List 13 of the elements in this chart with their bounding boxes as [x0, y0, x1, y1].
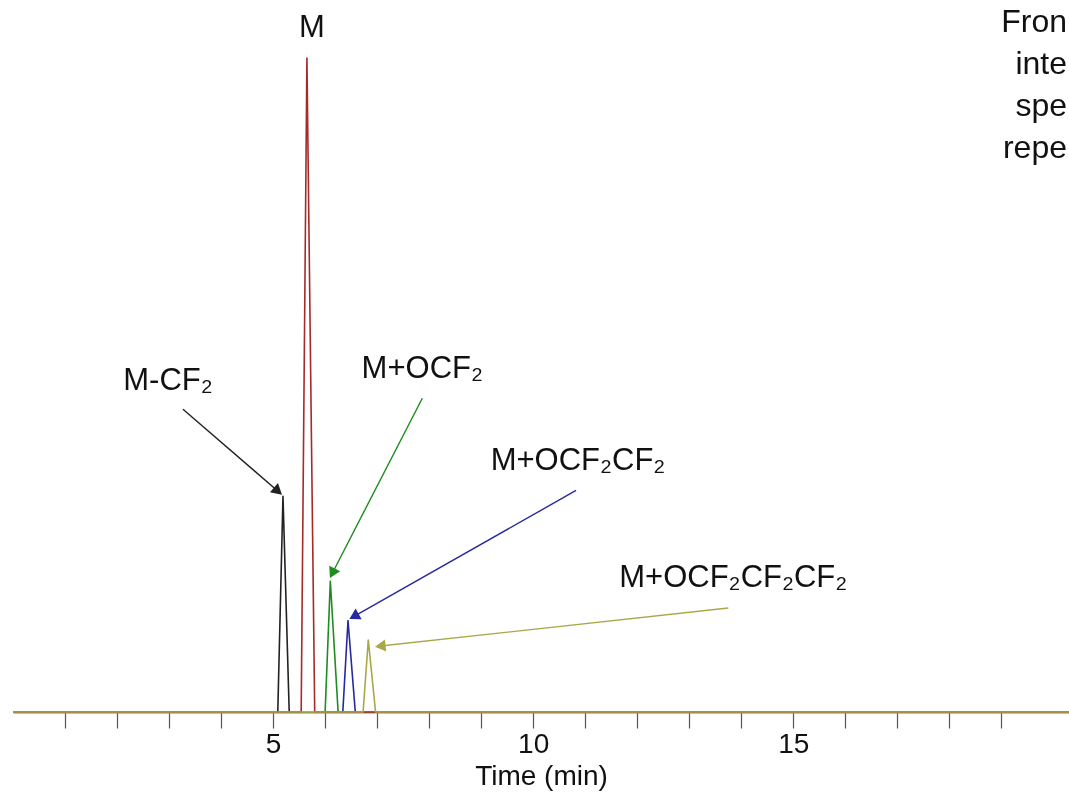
- text: Fron: [1001, 3, 1067, 39]
- annotation: M+OCF₂CF₂CF₂: [619, 559, 848, 595]
- annotation: M-CF₂: [123, 362, 213, 398]
- annotation: repe: [1002, 129, 1067, 165]
- x-tick-label: 10: [518, 727, 550, 759]
- annotation: M: [299, 9, 325, 44]
- annotation: inte: [1015, 45, 1067, 81]
- annotation: M+OCF₂: [361, 350, 484, 386]
- annotation: M+OCF₂CF₂: [490, 442, 666, 478]
- annotation: spe: [1015, 87, 1067, 123]
- x-tick-label: 15: [778, 727, 810, 759]
- x-tick-label: 5: [265, 727, 282, 759]
- x-axis-title: Time (min): [475, 759, 608, 791]
